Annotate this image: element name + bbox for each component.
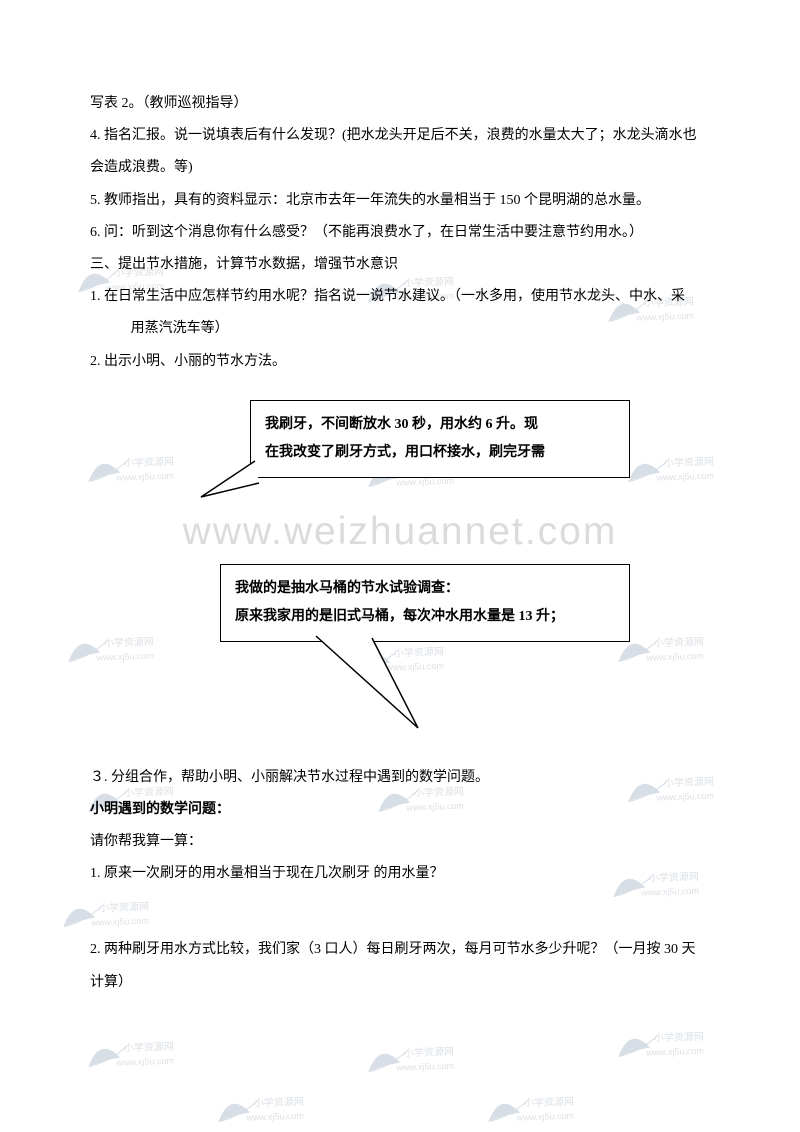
bubble-text: 我做的是抽水马桶的节水试验调查：: [235, 575, 615, 603]
svg-text:www.xj5u.com: www.xj5u.com: [395, 1061, 454, 1073]
leaf-watermark-icon: 小学资源网www.xj5u.com: [209, 1078, 321, 1132]
bubble-text: 在我改变了刷牙方式，用口杯接水，刷完牙需: [265, 439, 615, 467]
svg-text:www.xj5u.com: www.xj5u.com: [245, 1111, 304, 1123]
svg-text:小学资源网: 小学资源网: [524, 1095, 574, 1110]
text-line: 计算）: [90, 967, 710, 999]
speech-tail-icon: [195, 457, 275, 527]
text-line: 5. 教师指出，具有的资料显示：北京市去年一年流失的水量相当于 150 个昆明湖…: [90, 185, 710, 217]
speech-bubble-xiaoli: 我做的是抽水马桶的节水试验调查： 原来我家用的是旧式马桶，每次冲水用水量是 13…: [220, 564, 630, 642]
svg-text:小学资源网: 小学资源网: [254, 1095, 304, 1110]
text-line: 请你帮我算一算：: [90, 826, 710, 858]
text-line: 用蒸汽洗车等）: [90, 313, 710, 345]
heading-line: 小明遇到的数学问题：: [90, 794, 710, 826]
svg-text:小学资源网: 小学资源网: [404, 1045, 454, 1060]
text-line: 三、提出节水措施，计算节水数据，增强节水意识: [90, 249, 710, 281]
svg-text:www.xj5u.com: www.xj5u.com: [115, 1056, 174, 1068]
text-line: 6. 问：听到这个消息你有什么感受？（不能再浪费水了，在日常生活中要注意节约用水…: [90, 217, 710, 249]
svg-text:www.xj5u.com: www.xj5u.com: [515, 1111, 574, 1123]
text-line: 2. 出示小明、小丽的节水方法。: [90, 346, 710, 378]
text-line: 1. 在日常生活中应怎样节约用水呢？指名说一说节水建议。（一水多用，使用节水龙头…: [90, 281, 710, 313]
text-line: 会造成浪费。等): [90, 152, 710, 184]
bubble-text: 原来我家用的是旧式马桶，每次冲水用水量是 13 升；: [235, 603, 615, 631]
svg-text:小学资源网: 小学资源网: [124, 1040, 174, 1055]
speech-bubbles-area: 我刷牙，不间断放水 30 秒，用水约 6 升。现 在我改变了刷牙方式，用口杯接水…: [90, 382, 710, 762]
leaf-watermark-icon: 小学资源网www.xj5u.com: [479, 1078, 591, 1132]
speech-bubble-xiaoming: 我刷牙，不间断放水 30 秒，用水约 6 升。现 在我改变了刷牙方式，用口杯接水…: [250, 400, 630, 478]
speech-tail-icon: [308, 632, 448, 742]
svg-text:www.xj5u.com: www.xj5u.com: [645, 1046, 704, 1058]
text-line: 写表 2。（教师巡视指导）: [90, 88, 710, 120]
text-line: 4. 指名汇报。说一说填表后有什么发现？(把水龙头开足后不关，浪费的水量太大了；…: [90, 120, 710, 152]
bubble-text: 我刷牙，不间断放水 30 秒，用水约 6 升。现: [265, 411, 615, 439]
text-line: ３. 分组合作，帮助小明、小丽解决节水过程中遇到的数学问题。: [90, 762, 710, 794]
document-body: 写表 2。（教师巡视指导） 4. 指名汇报。说一说填表后有什么发现？(把水龙头开…: [0, 0, 800, 1039]
text-line: 1. 原来一次刷牙的用水量相当于现在几次刷牙 的用水量？: [90, 858, 710, 890]
text-line: 2. 两种刷牙用水方式比较，我们家（3 口人）每日刷牙两次，每月可节水多少升呢？…: [90, 934, 710, 966]
